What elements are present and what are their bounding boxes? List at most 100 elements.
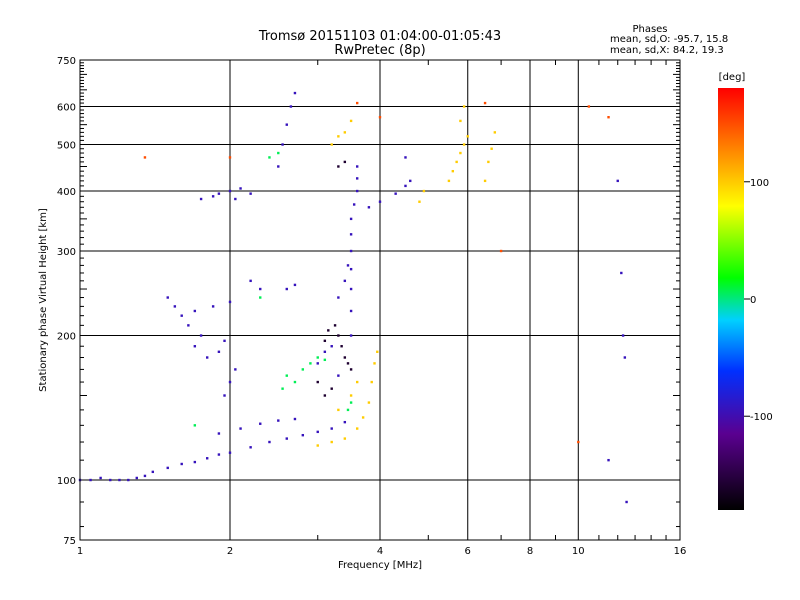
y-tick-label: 100 <box>57 476 76 487</box>
data-point <box>259 287 262 291</box>
data-point <box>349 233 353 236</box>
data-point <box>217 350 221 353</box>
data-point <box>349 394 353 397</box>
data-point <box>349 287 353 291</box>
data-point <box>409 179 412 183</box>
colorbar-label: [deg] <box>719 72 746 83</box>
data-points <box>78 91 628 504</box>
data-point <box>151 470 155 474</box>
data-point <box>180 314 183 317</box>
data-point <box>293 283 297 287</box>
data-point <box>352 203 356 206</box>
data-point <box>323 350 327 353</box>
data-point <box>249 446 252 449</box>
data-point <box>373 362 376 365</box>
data-point <box>349 267 353 271</box>
data-point <box>499 249 503 253</box>
data-point <box>259 422 262 425</box>
x-tick-label: 4 <box>377 546 383 557</box>
data-point <box>455 160 458 164</box>
data-point <box>487 160 490 164</box>
data-point <box>316 362 319 365</box>
data-point <box>199 197 203 201</box>
data-point <box>285 437 288 440</box>
data-point <box>607 116 610 119</box>
data-point <box>249 279 252 283</box>
data-point <box>239 427 242 430</box>
data-point <box>343 160 347 164</box>
data-point <box>323 339 327 343</box>
data-point <box>316 430 319 434</box>
data-point <box>349 249 353 253</box>
data-point <box>193 424 197 427</box>
data-point <box>355 165 359 168</box>
data-point <box>211 195 215 198</box>
data-point <box>349 309 353 313</box>
data-point <box>340 345 343 348</box>
data-point <box>205 457 209 460</box>
data-point <box>323 394 327 397</box>
data-point <box>143 474 147 478</box>
data-point <box>607 458 610 462</box>
data-point <box>281 387 284 390</box>
data-point <box>135 476 138 480</box>
data-point <box>205 356 209 359</box>
x-tick-label: 10 <box>572 546 585 557</box>
data-point <box>309 362 312 365</box>
data-point <box>293 380 297 384</box>
data-point <box>378 200 382 203</box>
colorbar-tick-label: 0 <box>750 295 756 306</box>
data-point <box>346 264 350 267</box>
data-point <box>217 432 221 435</box>
data-point <box>346 408 350 412</box>
data-point <box>343 437 347 440</box>
x-tick-label: 8 <box>527 546 533 557</box>
data-point <box>228 300 232 304</box>
data-point <box>418 200 421 203</box>
y-tick-label: 200 <box>57 332 76 343</box>
data-point <box>234 368 237 371</box>
data-point <box>199 334 203 337</box>
y-tick-label: 400 <box>57 187 76 198</box>
data-point <box>223 339 226 343</box>
chart-subtitle: RwPretec (8p) <box>334 43 425 58</box>
data-point <box>370 380 373 384</box>
data-point <box>422 189 426 193</box>
data-point <box>293 91 297 95</box>
data-point <box>349 217 353 221</box>
data-point <box>234 197 237 201</box>
data-point <box>376 350 379 353</box>
data-point <box>180 462 183 466</box>
x-tick-label: 2 <box>227 546 233 557</box>
data-point <box>493 131 497 134</box>
data-point <box>459 119 462 123</box>
data-point <box>355 101 359 105</box>
data-point <box>277 419 280 422</box>
data-point <box>301 433 305 437</box>
x-tick-label: 1 <box>77 546 83 557</box>
data-point <box>394 192 397 195</box>
data-point <box>337 135 340 138</box>
data-point <box>277 165 280 168</box>
data-point <box>623 356 627 359</box>
data-point <box>355 380 359 384</box>
data-point <box>173 305 177 308</box>
data-point <box>361 416 365 419</box>
data-point <box>316 356 319 359</box>
data-point <box>89 478 92 482</box>
data-point <box>346 362 350 365</box>
data-point <box>99 476 102 480</box>
data-point <box>349 334 353 337</box>
data-point <box>316 444 319 447</box>
data-point <box>577 440 580 444</box>
data-point <box>323 358 327 362</box>
data-point <box>337 408 340 412</box>
data-point <box>343 279 347 283</box>
x-axis-label: Frequency [MHz] <box>338 560 422 571</box>
x-tick-label: 16 <box>674 546 687 557</box>
data-point <box>483 101 487 105</box>
data-point <box>616 179 619 183</box>
data-point <box>349 368 353 371</box>
data-point <box>193 345 197 348</box>
